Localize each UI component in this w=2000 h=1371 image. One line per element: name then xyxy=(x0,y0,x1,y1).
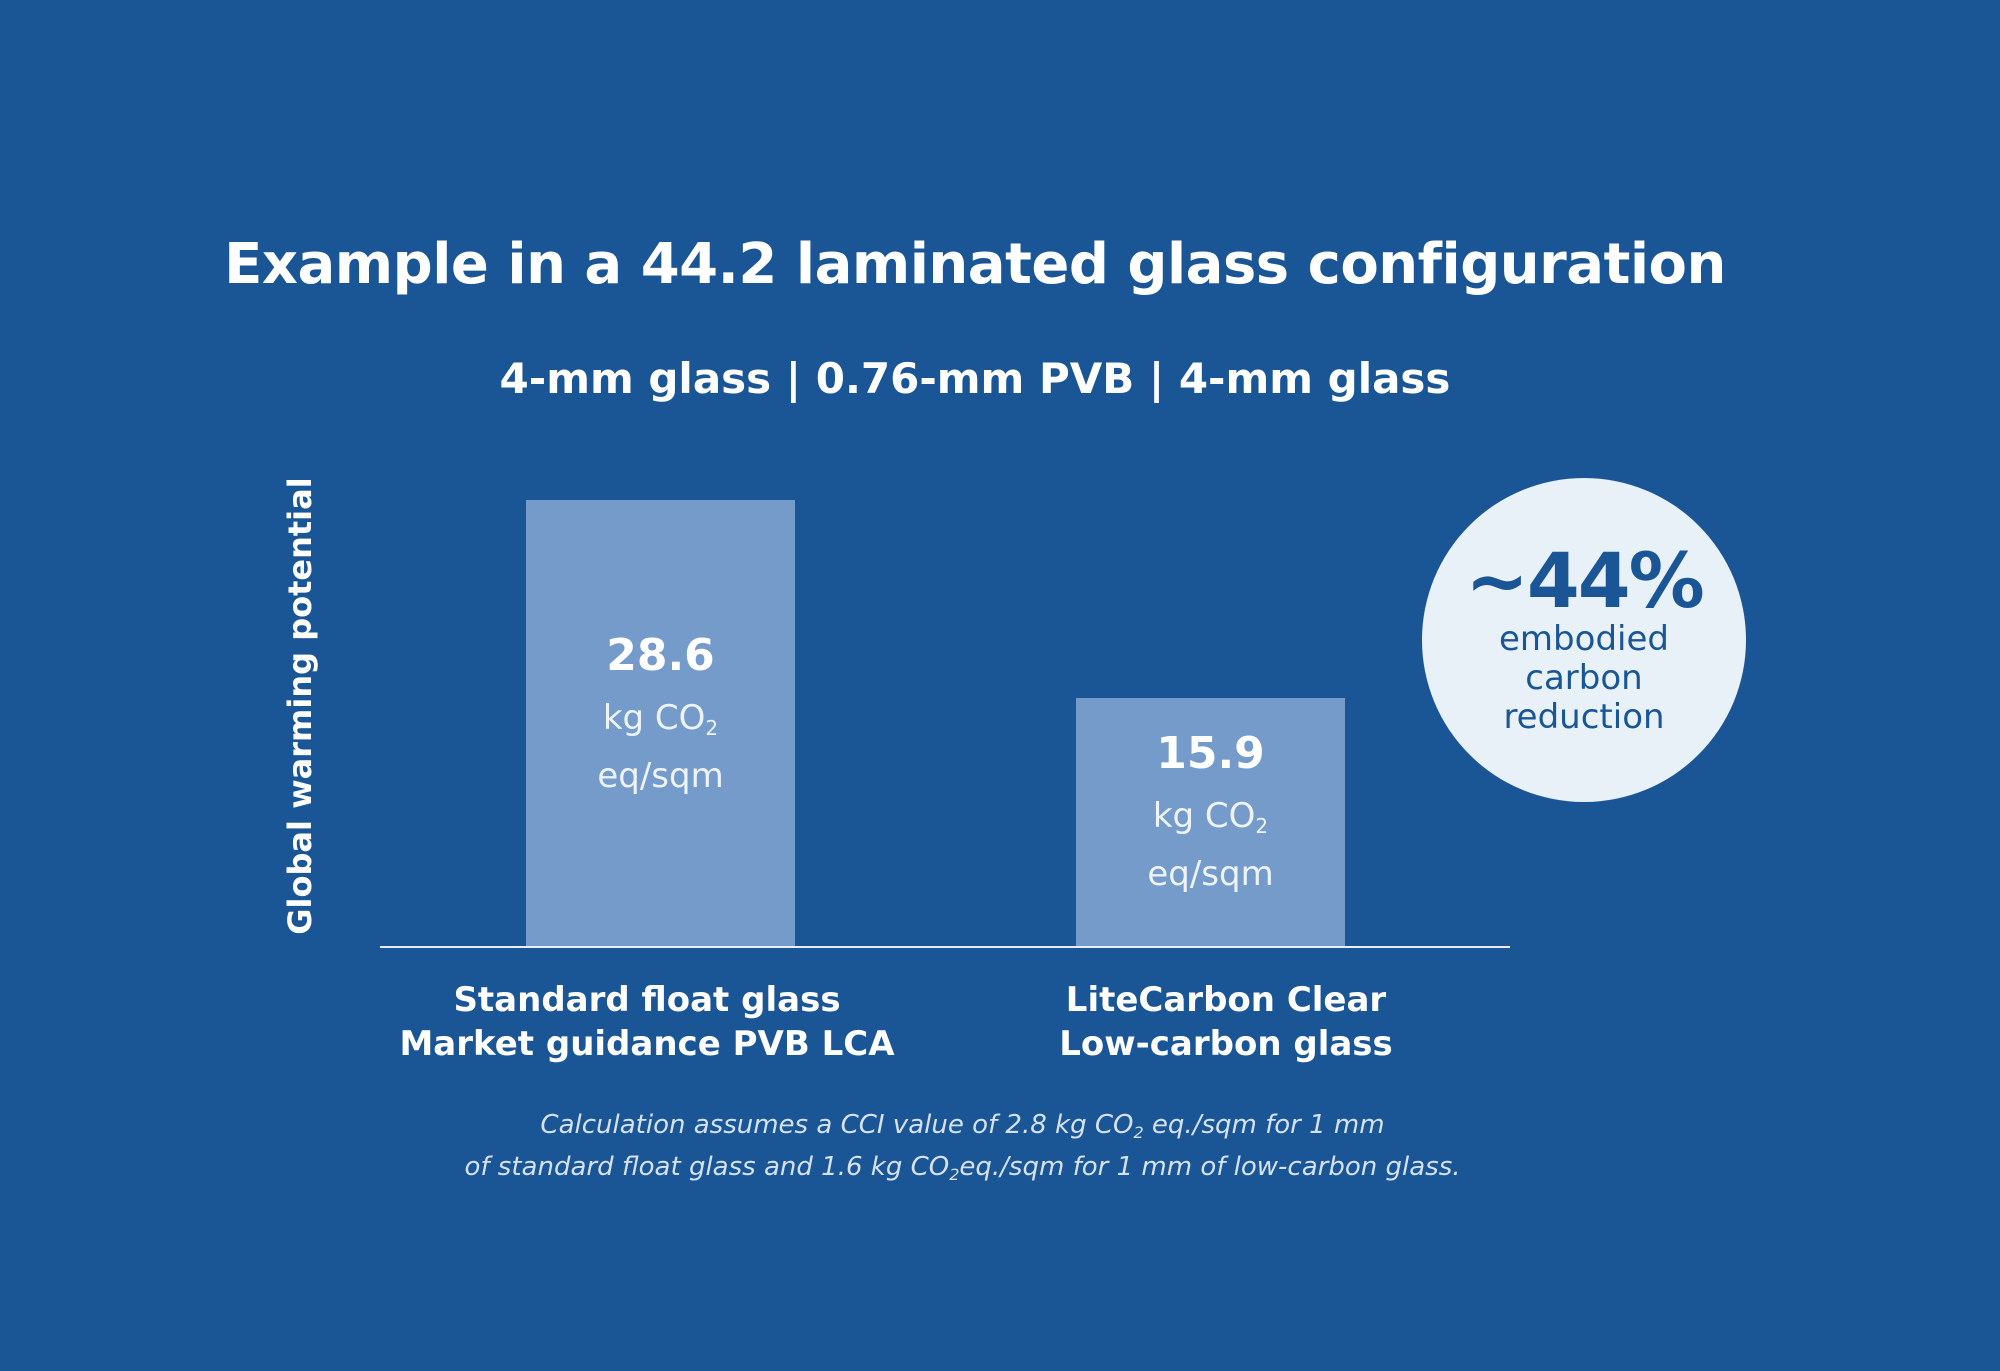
bar-value-label: 15.9 xyxy=(1156,728,1265,779)
reduction-badge: ~44% embodied carbon reduction xyxy=(1422,478,1746,802)
chart-title: Example in a 44.2 laminated glass config… xyxy=(224,232,1726,297)
bar-unit-label: kg CO2 eq/sqm xyxy=(597,698,724,796)
bar-standard-float-glass: 28.6 kg CO2 eq/sqm xyxy=(526,500,795,946)
category-label-standard: Standard float glass Market guidance PVB… xyxy=(399,980,895,1064)
reduction-percent: ~44% xyxy=(1465,536,1705,625)
reduction-text: embodied carbon reduction xyxy=(1499,619,1669,737)
x-axis-baseline xyxy=(380,946,1510,948)
chart-subtitle: 4-mm glass | 0.76-mm PVB | 4-mm glass xyxy=(499,354,1451,403)
y-axis-label: Global warming potential xyxy=(281,477,319,935)
bar-litecarbon-clear: 15.9 kg CO2 eq/sqm xyxy=(1076,698,1345,946)
bar-unit-label: kg CO2 eq/sqm xyxy=(1147,796,1274,894)
category-label-litecarbon: LiteCarbon Clear Low-carbon glass xyxy=(1059,980,1393,1064)
footnote: Calculation assumes a CCI value of 2.8 k… xyxy=(464,1110,1461,1184)
bar-value-label: 28.6 xyxy=(606,630,715,681)
